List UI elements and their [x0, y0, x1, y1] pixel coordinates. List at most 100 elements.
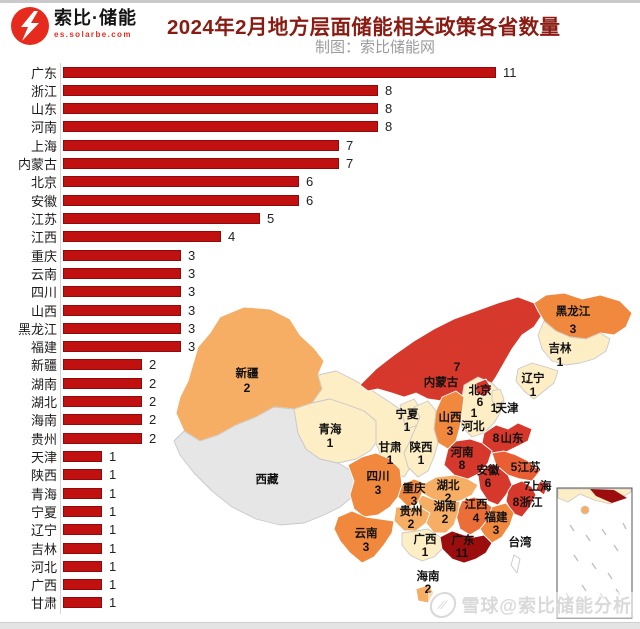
bar-row: 河北 1	[0, 557, 116, 575]
province-value-label: 6	[485, 476, 492, 490]
province-内蒙古	[359, 296, 543, 408]
bar-label: 青海	[30, 486, 57, 502]
bar-value: 7	[346, 156, 354, 172]
province-name-label: 青海	[319, 422, 342, 436]
province-value-label: 3	[363, 540, 370, 554]
province-name-label: 贵州	[400, 504, 423, 518]
bar-value: 6	[306, 192, 314, 208]
province-value-label: 1	[471, 406, 478, 420]
bar-value: 3	[188, 302, 196, 318]
bar	[63, 414, 142, 426]
bar-label: 海南	[30, 413, 57, 429]
logo-domain: es.solarbe.com	[54, 30, 132, 39]
province-value-label: 7	[524, 479, 531, 493]
province-name-label: 江西	[465, 497, 488, 511]
province-name-label: 安徽	[477, 463, 500, 477]
province-name-label: 浙江	[520, 495, 543, 509]
bar-row: 黑龙江 3	[0, 319, 195, 337]
bar-value: 1	[109, 485, 117, 501]
watermark: ⁄⁄ 雪球@索比储能分析	[428, 592, 634, 618]
bar-row: 甘肃 1	[0, 594, 116, 612]
bar-value: 5	[267, 210, 275, 226]
bar-row: 江苏 5	[0, 209, 274, 227]
bar	[63, 139, 339, 151]
province-name-label: 黑龙江	[556, 304, 591, 318]
bar	[63, 359, 142, 371]
bar-label: 江西	[30, 230, 57, 246]
province-贵州	[393, 506, 431, 532]
bar	[63, 341, 181, 353]
province-value-label: 3	[493, 523, 500, 537]
province-name-label: 甘肃	[379, 440, 402, 454]
bar-label: 黑龙江	[17, 321, 57, 337]
bar-label: 云南	[30, 266, 57, 282]
province-湖北	[421, 474, 479, 504]
province-name-label: 福建	[484, 510, 508, 524]
bar-value: 1	[109, 467, 117, 483]
province-name-label: 云南	[355, 526, 378, 540]
bar-label: 重庆	[30, 248, 57, 264]
bar-value: 11	[503, 64, 517, 80]
bar-row: 上海 7	[0, 136, 353, 154]
bar-row: 吉林 1	[0, 539, 116, 557]
province-value-label: 6	[477, 395, 484, 409]
bar-label: 贵州	[30, 431, 57, 447]
bar-label: 广西	[30, 578, 57, 594]
bar-label: 甘肃	[30, 596, 57, 612]
bar-row: 青海 1	[0, 484, 116, 502]
bar-value: 8	[385, 119, 393, 135]
bar	[63, 249, 181, 261]
province-广西	[401, 528, 443, 562]
province-台湾	[510, 554, 521, 574]
province-value-label: 2	[408, 517, 415, 531]
province-浙江	[505, 480, 537, 518]
bar-value: 3	[188, 265, 196, 281]
bar-value: 2	[149, 357, 157, 373]
bar-row: 广西 1	[0, 576, 116, 594]
bar-row: 山西 3	[0, 301, 195, 319]
province-青海	[293, 398, 377, 464]
province-layer	[173, 293, 633, 604]
province-name-label: 湖北	[437, 478, 460, 492]
bar-value: 7	[346, 137, 354, 153]
bar	[63, 597, 102, 609]
province-name-label: 海南	[417, 569, 440, 583]
province-value-label: 2	[442, 512, 449, 526]
province-value-label: 3	[570, 322, 577, 336]
bar	[63, 505, 102, 517]
bar-label: 江苏	[30, 211, 57, 227]
bar-label: 山西	[30, 303, 57, 319]
bar-value: 8	[385, 101, 393, 117]
bar-value: 3	[188, 247, 196, 263]
bar-row: 云南 3	[0, 264, 195, 282]
province-name-label: 河北	[462, 419, 485, 433]
province-上海	[535, 480, 549, 496]
bar-label: 浙江	[30, 83, 57, 99]
province-value-label: 4	[473, 511, 480, 525]
bar-value: 8	[385, 82, 393, 98]
bar-label: 湖南	[30, 376, 57, 392]
province-江苏	[491, 450, 541, 482]
province-name-label: 北京	[469, 383, 492, 397]
bar	[63, 231, 221, 243]
bar	[63, 176, 299, 188]
province-value-label: 8	[513, 495, 520, 509]
logo-name: 索比·储能	[54, 8, 137, 28]
province-value-label: 11	[456, 546, 469, 560]
bar-row: 河南 8	[0, 118, 392, 136]
bar	[63, 103, 378, 115]
bar-value: 4	[228, 229, 236, 245]
bar	[63, 304, 181, 316]
province-value-label: 8	[493, 431, 500, 445]
bar-row: 天津 1	[0, 448, 116, 466]
province-name-label: 内蒙古	[424, 375, 459, 389]
bar-label: 山东	[30, 102, 57, 118]
bar	[63, 66, 496, 78]
bar	[63, 524, 102, 536]
province-name-label: 台湾	[509, 535, 532, 549]
bar-label: 辽宁	[30, 523, 57, 539]
bar	[63, 579, 102, 591]
bar-row: 广东 11	[0, 63, 517, 81]
